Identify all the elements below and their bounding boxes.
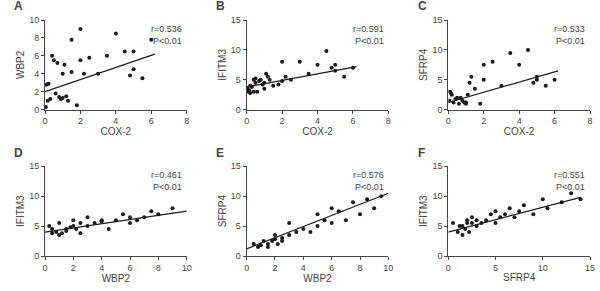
svg-text:IFITM3: IFITM3 <box>217 49 228 81</box>
svg-text:0: 0 <box>236 251 241 261</box>
svg-text:COX-2: COX-2 <box>101 126 132 137</box>
svg-text:8: 8 <box>386 116 391 126</box>
svg-text:15: 15 <box>432 15 442 25</box>
svg-text:4: 4 <box>301 263 306 273</box>
svg-text:SFRP4: SFRP4 <box>503 272 536 283</box>
svg-text:5: 5 <box>493 263 498 273</box>
svg-text:IFITM3: IFITM3 <box>418 195 429 227</box>
svg-text:6: 6 <box>552 116 557 126</box>
svg-text:5: 5 <box>236 221 241 231</box>
svg-text:SFRP4: SFRP4 <box>418 48 429 81</box>
svg-text:6: 6 <box>149 116 154 126</box>
svg-text:15: 15 <box>231 15 241 25</box>
svg-text:0: 0 <box>34 105 39 115</box>
svg-text:10: 10 <box>29 191 39 201</box>
svg-text:r=0.461P<0.01: r=0.461P<0.01 <box>151 170 182 192</box>
svg-text:10: 10 <box>182 263 192 273</box>
svg-text:10: 10 <box>432 191 442 201</box>
svg-text:4: 4 <box>99 263 104 273</box>
svg-text:D: D <box>14 146 23 160</box>
svg-text:0: 0 <box>236 105 241 115</box>
svg-text:5: 5 <box>34 221 39 231</box>
svg-text:4: 4 <box>517 116 522 126</box>
svg-text:10: 10 <box>383 263 393 273</box>
svg-text:0: 0 <box>42 263 47 273</box>
svg-text:8: 8 <box>587 116 592 126</box>
svg-text:10: 10 <box>432 45 442 55</box>
svg-text:6: 6 <box>128 263 133 273</box>
svg-text:r=0.533P<0.01: r=0.533P<0.01 <box>554 24 585 46</box>
svg-text:5: 5 <box>236 75 241 85</box>
svg-text:E: E <box>216 146 224 160</box>
svg-text:2: 2 <box>272 263 277 273</box>
svg-text:r=0.536P<0.01: r=0.536P<0.01 <box>151 24 182 46</box>
svg-text:15: 15 <box>585 263 595 273</box>
svg-text:C: C <box>418 0 427 13</box>
svg-text:6: 6 <box>329 263 334 273</box>
svg-text:WBP2: WBP2 <box>102 273 131 284</box>
svg-text:10: 10 <box>538 263 548 273</box>
svg-text:5: 5 <box>437 221 442 231</box>
svg-text:0: 0 <box>446 116 451 126</box>
svg-text:0: 0 <box>244 263 249 273</box>
svg-text:0: 0 <box>42 116 47 126</box>
svg-text:4: 4 <box>113 116 118 126</box>
svg-text:0: 0 <box>437 251 442 261</box>
svg-text:8: 8 <box>358 263 363 273</box>
svg-text:10: 10 <box>231 45 241 55</box>
svg-text:r=0.576P<0.01: r=0.576P<0.01 <box>353 170 384 192</box>
svg-text:SFRP4: SFRP4 <box>217 195 228 228</box>
svg-text:WBP2: WBP2 <box>303 273 332 284</box>
svg-text:0: 0 <box>437 105 442 115</box>
svg-text:6: 6 <box>34 51 39 61</box>
svg-text:2: 2 <box>71 263 76 273</box>
svg-text:15: 15 <box>432 161 442 171</box>
svg-text:IFITM3: IFITM3 <box>15 195 26 227</box>
svg-text:B: B <box>216 0 225 13</box>
svg-text:4: 4 <box>315 116 320 126</box>
svg-text:8: 8 <box>34 33 39 43</box>
svg-text:2: 2 <box>481 116 486 126</box>
svg-text:COX-2: COX-2 <box>504 126 535 137</box>
svg-text:4: 4 <box>34 69 39 79</box>
svg-text:F: F <box>418 146 425 160</box>
svg-text:WBP2: WBP2 <box>15 50 26 79</box>
svg-text:0: 0 <box>34 251 39 261</box>
svg-text:0: 0 <box>244 116 249 126</box>
svg-text:15: 15 <box>29 161 39 171</box>
svg-text:r=0.591P<0.01: r=0.591P<0.01 <box>353 24 384 46</box>
svg-text:6: 6 <box>350 116 355 126</box>
svg-text:2: 2 <box>280 116 285 126</box>
svg-text:10: 10 <box>231 191 241 201</box>
svg-text:2: 2 <box>34 87 39 97</box>
svg-text:8: 8 <box>156 263 161 273</box>
svg-text:8: 8 <box>184 116 189 126</box>
svg-text:2: 2 <box>78 116 83 126</box>
svg-text:15: 15 <box>231 161 241 171</box>
svg-text:A: A <box>14 0 23 13</box>
svg-text:0: 0 <box>446 263 451 273</box>
svg-text:10: 10 <box>29 15 39 25</box>
svg-text:r=0.551P<0.01: r=0.551P<0.01 <box>554 170 585 192</box>
svg-text:COX-2: COX-2 <box>302 126 333 137</box>
svg-text:5: 5 <box>437 75 442 85</box>
